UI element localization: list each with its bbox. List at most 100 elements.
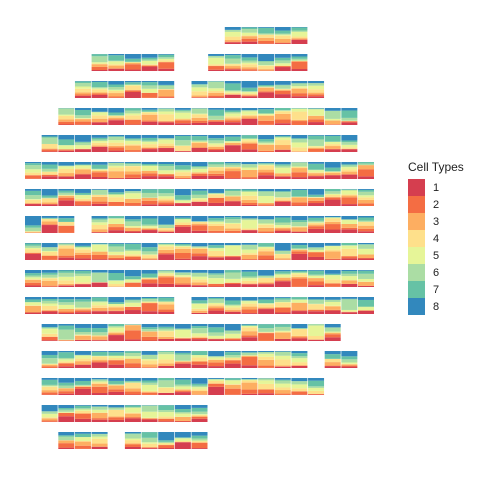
segment-type-6: [358, 192, 374, 196]
segment-type-6: [325, 300, 341, 302]
segment-type-2: [341, 228, 357, 229]
segment-type-3: [241, 331, 257, 335]
spot-bar: [225, 54, 241, 71]
segment-type-3: [258, 203, 274, 205]
segment-type-7: [291, 297, 307, 299]
segment-type-1: [175, 442, 191, 449]
segment-type-6: [358, 164, 374, 165]
spot-bar: [241, 162, 257, 179]
segment-type-3: [341, 280, 357, 284]
segment-type-4: [92, 195, 108, 197]
segment-type-4: [58, 222, 74, 225]
segment-type-1: [275, 43, 291, 44]
legend-label: 8: [433, 301, 439, 313]
segment-type-8: [192, 243, 208, 246]
segment-type-3: [175, 361, 191, 362]
segment-type-4: [208, 145, 224, 147]
segment-type-6: [142, 59, 158, 60]
segment-type-8: [25, 297, 41, 299]
segment-type-6: [225, 272, 241, 278]
segment-type-8: [241, 189, 257, 190]
segment-type-8: [275, 135, 291, 136]
segment-type-1: [175, 285, 191, 287]
segment-type-1: [92, 95, 108, 98]
segment-type-7: [92, 244, 108, 245]
segment-type-2: [291, 62, 307, 69]
segment-type-1: [192, 148, 208, 152]
segment-type-2: [325, 259, 341, 260]
segment-type-8: [108, 81, 124, 85]
spot-bar: [225, 216, 241, 233]
segment-type-4: [258, 248, 274, 251]
segment-type-7: [308, 136, 324, 140]
spot-bar: [25, 162, 41, 179]
segment-type-3: [175, 338, 191, 339]
segment-type-1: [58, 176, 74, 179]
segment-type-8: [42, 243, 58, 247]
segment-type-5: [341, 167, 357, 169]
segment-type-5: [241, 278, 257, 281]
legend-label: 4: [433, 233, 439, 245]
segment-type-8: [175, 243, 191, 244]
segment-type-6: [108, 61, 124, 62]
segment-type-4: [258, 384, 274, 389]
segment-type-2: [158, 175, 174, 177]
segment-type-2: [291, 39, 307, 40]
segment-type-2: [92, 255, 108, 259]
segment-type-4: [241, 35, 257, 36]
spot-bar: [142, 297, 158, 314]
segment-type-5: [192, 277, 208, 280]
segment-type-4: [58, 116, 74, 119]
segment-type-6: [208, 193, 224, 194]
spot-bar: [125, 81, 141, 98]
segment-type-1: [208, 176, 224, 179]
segment-type-7: [175, 409, 191, 412]
segment-type-8: [142, 243, 158, 247]
segment-type-4: [241, 196, 257, 200]
segment-type-7: [275, 324, 291, 327]
segment-type-1: [192, 202, 208, 206]
segment-type-1: [308, 122, 324, 125]
segment-type-3: [275, 145, 291, 150]
segment-type-6: [108, 163, 124, 166]
segment-type-7: [225, 217, 241, 219]
segment-type-5: [341, 276, 357, 280]
segment-type-4: [125, 306, 141, 307]
segment-type-1: [158, 122, 174, 125]
segment-type-5: [241, 92, 257, 94]
segment-type-6: [75, 83, 91, 86]
segment-type-8: [225, 108, 241, 110]
segment-type-6: [225, 305, 241, 306]
segment-type-3: [258, 38, 274, 41]
spot-bar: [258, 270, 274, 287]
segment-type-1: [192, 123, 208, 125]
segment-type-7: [241, 57, 257, 60]
segment-type-5: [142, 385, 158, 391]
segment-type-3: [58, 173, 74, 176]
segment-type-7: [158, 440, 174, 442]
segment-type-3: [158, 276, 174, 277]
segment-type-6: [308, 83, 324, 86]
spot-bar: [108, 324, 124, 341]
segment-type-4: [158, 331, 174, 336]
segment-type-6: [192, 85, 208, 88]
segment-type-7: [208, 218, 224, 220]
segment-type-4: [92, 170, 108, 171]
segment-type-2: [175, 421, 191, 422]
spot-bar: [158, 135, 174, 152]
segment-type-5: [325, 246, 341, 250]
segment-type-3: [158, 230, 174, 231]
segment-type-7: [142, 274, 158, 278]
segment-type-1: [142, 230, 158, 233]
segment-type-1: [75, 419, 91, 422]
segment-type-4: [275, 387, 291, 390]
segment-type-6: [291, 162, 307, 166]
segment-type-1: [92, 393, 108, 395]
segment-type-2: [142, 66, 158, 67]
segment-type-3: [341, 224, 357, 228]
segment-type-1: [92, 283, 108, 287]
segment-type-4: [75, 441, 91, 442]
segment-type-3: [225, 66, 241, 68]
segment-type-8: [108, 351, 124, 352]
segment-type-5: [225, 279, 241, 283]
